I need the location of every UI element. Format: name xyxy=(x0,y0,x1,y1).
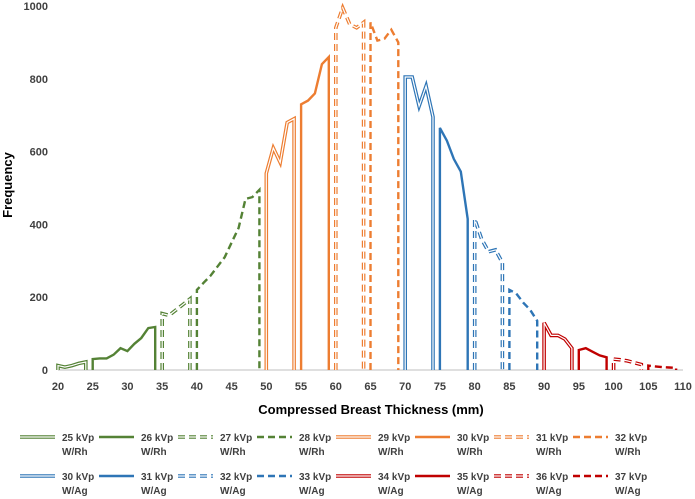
legend-entry: 25 kVp W/Rh xyxy=(20,433,94,458)
legend-entry: 35 kVp W/Ag xyxy=(415,472,489,497)
legend-entry: 32 kVp W/Rh xyxy=(573,433,647,458)
series-31-kvp-w-ag xyxy=(438,127,469,370)
series-34-kvp-w-ag xyxy=(542,321,574,370)
legend-label: 26 kVp xyxy=(141,433,173,444)
series-29-kvp-w-rh xyxy=(264,115,296,370)
x-tick-label: 55 xyxy=(295,381,307,393)
series-25-kvp-w-rh xyxy=(56,359,88,370)
series-30-kvp-w-rh xyxy=(299,54,330,370)
legend-label: 33 kVp xyxy=(299,472,331,483)
x-tick-label: 60 xyxy=(330,381,342,393)
legend-entry: 31 kVp W/Ag xyxy=(99,472,173,497)
x-tick-label: 65 xyxy=(364,381,376,393)
series-35-kvp-w-ag xyxy=(577,346,608,370)
legend-filter: W/Ag xyxy=(457,486,483,497)
legend-filter: W/Ag xyxy=(299,486,325,497)
legend-entry: 33 kVp W/Ag xyxy=(257,472,331,497)
series-36-kvp-w-ag xyxy=(611,357,644,370)
legend-label: 25 kVp xyxy=(62,433,94,444)
x-tick-label: 75 xyxy=(434,381,446,393)
legend-entry: 36 kVp W/Ag xyxy=(494,472,568,497)
legend-entry: 32 kVp W/Ag xyxy=(178,472,252,497)
y-tick-label: 400 xyxy=(30,219,48,231)
x-tick-label: 35 xyxy=(156,381,168,393)
legend-filter: W/Rh xyxy=(220,447,246,458)
y-tick-label: 0 xyxy=(42,365,48,377)
legend: 25 kVp W/Rh 26 kVp W/Rh 27 kVp W/Rh 28 kVp W/Rh… xyxy=(20,433,647,497)
y-tick-label: 600 xyxy=(30,147,48,159)
x-tick-label: 95 xyxy=(573,381,585,393)
legend-label: 32 kVp xyxy=(220,472,252,483)
legend-label: 27 kVp xyxy=(220,433,252,444)
x-tick-label: 40 xyxy=(191,381,203,393)
legend-label: 30 kVp xyxy=(62,472,94,483)
x-tick-label: 105 xyxy=(639,381,657,393)
legend-filter: W/Rh xyxy=(457,447,483,458)
y-tick-label: 800 xyxy=(30,74,48,86)
series-27-kvp-w-rh xyxy=(160,295,192,370)
series-37-kvp-w-ag xyxy=(647,364,678,370)
legend-filter: W/Rh xyxy=(62,447,88,458)
legend-filter: W/Rh xyxy=(141,447,167,458)
legend-entry: 28 kVp W/Rh xyxy=(257,433,331,458)
legend-label: 31 kVp xyxy=(141,472,173,483)
series-32-kvp-w-rh xyxy=(369,21,400,370)
x-tick-label: 70 xyxy=(399,381,411,393)
x-tick-label: 50 xyxy=(260,381,272,393)
x-tick-label: 100 xyxy=(604,381,622,393)
legend-label: 31 kVp xyxy=(536,433,568,444)
x-tick-label: 110 xyxy=(674,381,692,393)
legend-filter: W/Rh xyxy=(536,447,562,458)
series-32-kvp-w-ag xyxy=(472,218,505,370)
legend-label: 29 kVp xyxy=(378,433,410,444)
legend-filter: W/Ag xyxy=(220,486,246,497)
legend-entry: 30 kVp W/Rh xyxy=(415,433,489,458)
legend-entry: 29 kVp W/Rh xyxy=(336,433,410,458)
x-tick-label: 85 xyxy=(503,381,515,393)
legend-filter: W/Ag xyxy=(378,486,404,497)
legend-label: 37 kVp xyxy=(615,472,647,483)
series-28-kvp-w-rh xyxy=(195,186,261,370)
x-axis-title: Compressed Breast Thickness (mm) xyxy=(258,402,483,417)
series-26-kvp-w-rh xyxy=(91,325,157,370)
plot-area: 0 200 400 600 800 1000 20 25 30 35 40 45 50 55 60 65 70 7… xyxy=(24,1,692,393)
x-tick-label: 80 xyxy=(469,381,481,393)
legend-label: 32 kVp xyxy=(615,433,647,444)
y-tick-label: 200 xyxy=(30,292,48,304)
legend-filter: W/Ag xyxy=(536,486,562,497)
x-tick-label: 45 xyxy=(225,381,237,393)
legend-label: 35 kVp xyxy=(457,472,489,483)
legend-entry: 34 kVp W/Ag xyxy=(336,472,410,497)
series-30-kvp-w-ag xyxy=(403,75,435,370)
x-tick-label: 25 xyxy=(87,381,99,393)
legend-entry: 31 kVp W/Rh xyxy=(494,433,568,458)
legend-label: 34 kVp xyxy=(378,472,410,483)
legend-entry: 37 kVp W/Ag xyxy=(573,472,647,497)
legend-filter: W/Rh xyxy=(378,447,404,458)
x-tick-label: 20 xyxy=(52,381,64,393)
legend-filter: W/Ag xyxy=(141,486,167,497)
legend-filter: W/Ag xyxy=(615,486,641,497)
y-tick-label: 1000 xyxy=(24,1,48,13)
legend-filter: W/Rh xyxy=(299,447,325,458)
legend-entry: 30 kVp W/Ag xyxy=(20,472,94,497)
legend-label: 36 kVp xyxy=(536,472,568,483)
legend-filter: W/Ag xyxy=(62,486,88,497)
legend-entry: 27 kVp W/Rh xyxy=(178,433,252,458)
legend-label: 30 kVp xyxy=(457,433,489,444)
series-31-kvp-w-rh xyxy=(334,2,366,370)
legend-entry: 26 kVp W/Rh xyxy=(99,433,173,458)
x-tick-label: 90 xyxy=(538,381,550,393)
x-tick-label: 30 xyxy=(121,381,133,393)
series-33-kvp-w-ag xyxy=(508,287,539,370)
legend-filter: W/Rh xyxy=(615,447,641,458)
legend-label: 28 kVp xyxy=(299,433,331,444)
y-axis-title: Frequency xyxy=(0,151,15,218)
